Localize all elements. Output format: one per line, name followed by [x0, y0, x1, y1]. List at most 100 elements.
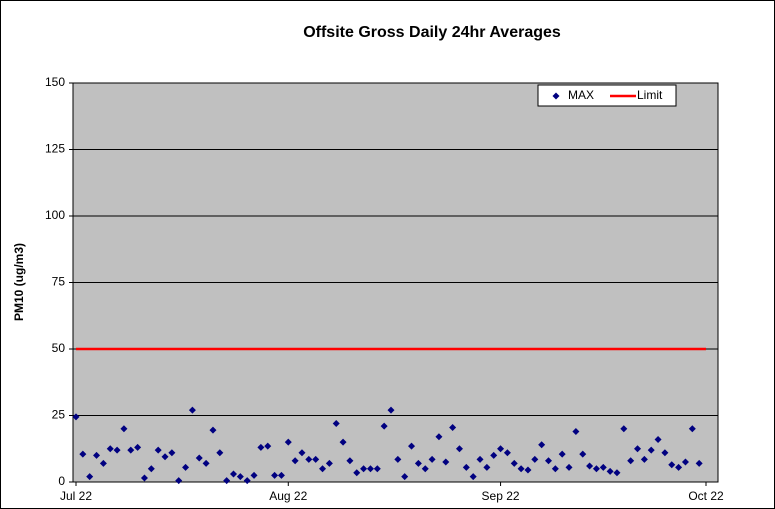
marker	[442, 458, 450, 466]
marker	[510, 459, 518, 467]
marker	[545, 457, 552, 465]
marker	[175, 477, 183, 485]
marker	[455, 445, 463, 453]
marker	[236, 473, 244, 481]
marker	[72, 413, 80, 421]
marker	[675, 463, 683, 471]
marker	[517, 465, 525, 473]
marker	[154, 446, 162, 454]
y-tick-label: 125	[45, 142, 65, 156]
marker	[387, 406, 395, 414]
marker	[647, 446, 655, 454]
marker	[325, 459, 333, 467]
marker	[99, 459, 107, 467]
marker	[627, 457, 635, 465]
y-tick-label: 25	[52, 408, 66, 422]
marker	[243, 477, 251, 485]
marker	[319, 465, 327, 473]
marker	[606, 467, 614, 475]
marker	[661, 449, 669, 457]
marker	[408, 442, 416, 450]
marker	[168, 449, 176, 457]
y-tick-label: 0	[58, 474, 65, 488]
legend-marker	[552, 92, 560, 100]
legend-label: MAX	[568, 88, 594, 102]
marker	[449, 423, 457, 431]
marker	[216, 449, 224, 457]
marker	[332, 419, 340, 427]
marker	[414, 459, 422, 467]
marker	[120, 425, 128, 433]
marker	[291, 457, 299, 465]
marker	[681, 458, 689, 466]
plot-border	[72, 82, 719, 483]
marker	[503, 449, 511, 457]
marker	[346, 457, 354, 465]
marker	[469, 473, 477, 481]
marker	[490, 451, 498, 459]
y-tick-label: 75	[52, 275, 66, 289]
marker	[106, 445, 114, 453]
marker	[531, 455, 539, 463]
marker	[298, 449, 306, 457]
marker	[161, 453, 169, 461]
marker	[360, 465, 368, 473]
marker	[572, 427, 580, 435]
marker	[140, 474, 148, 482]
marker	[312, 455, 320, 463]
x-tick-label: Jul 22	[60, 489, 92, 503]
marker	[147, 465, 155, 473]
marker	[599, 463, 607, 471]
marker	[688, 425, 696, 433]
marker	[195, 454, 203, 462]
marker	[182, 463, 190, 471]
marker	[134, 443, 142, 451]
marker	[113, 446, 121, 454]
y-axis-label: PM10 (ug/m3)	[12, 243, 26, 321]
marker	[435, 433, 443, 441]
marker	[428, 455, 436, 463]
marker	[421, 465, 429, 473]
marker	[264, 442, 272, 450]
marker	[695, 459, 703, 467]
marker	[366, 465, 374, 473]
legend-label: Limit	[637, 88, 663, 102]
marker	[592, 465, 600, 473]
marker	[565, 463, 573, 471]
y-tick-label: 100	[45, 208, 65, 222]
marker	[79, 450, 87, 458]
y-tick-label: 150	[45, 75, 65, 89]
marker	[373, 465, 381, 473]
marker	[230, 470, 237, 478]
marker	[250, 471, 258, 479]
marker	[394, 455, 402, 463]
marker	[353, 469, 361, 477]
marker	[586, 462, 594, 470]
marker	[620, 425, 628, 433]
marker	[524, 466, 532, 474]
marker	[668, 461, 676, 469]
marker	[483, 463, 491, 471]
marker	[538, 441, 546, 449]
marker	[339, 438, 347, 446]
marker	[613, 469, 621, 477]
marker	[654, 435, 662, 443]
marker	[209, 426, 217, 434]
marker	[305, 455, 313, 463]
x-tick-label: Oct 22	[688, 489, 724, 503]
marker	[93, 451, 101, 459]
marker	[497, 445, 505, 453]
marker	[579, 450, 587, 458]
marker	[188, 406, 196, 414]
marker	[257, 443, 265, 451]
marker	[634, 445, 642, 453]
x-tick-label: Sep 22	[482, 489, 520, 503]
marker	[202, 459, 210, 467]
marker	[640, 455, 648, 463]
legend-box	[537, 84, 677, 107]
marker	[462, 463, 470, 471]
marker	[476, 455, 484, 463]
y-tick-label: 50	[52, 341, 66, 355]
